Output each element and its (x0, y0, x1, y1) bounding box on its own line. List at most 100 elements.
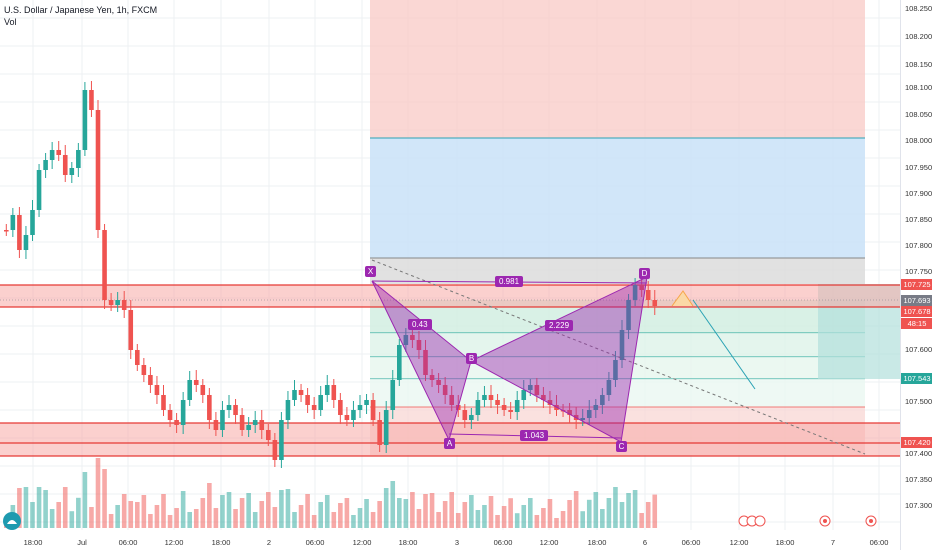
volume-bar (246, 493, 251, 528)
price-tick: 107.800 (905, 241, 932, 250)
dividend-icon[interactable] (818, 514, 832, 528)
time-label: 06:00 (118, 538, 138, 547)
projection-line[interactable] (692, 299, 756, 390)
volume-bar (567, 500, 572, 528)
point-label-a[interactable]: A (444, 438, 455, 449)
candle-body (357, 405, 363, 410)
volume-bars (4, 458, 658, 528)
volume-bar (377, 501, 382, 528)
volume-bar (187, 512, 192, 528)
harmonic-pattern[interactable] (371, 276, 648, 443)
candle-body (193, 380, 199, 385)
resistance-band[interactable] (0, 285, 900, 307)
volume-bar (449, 492, 454, 528)
volume-bar (324, 495, 330, 528)
trendline-dashed[interactable] (371, 259, 866, 455)
candle-body (488, 395, 494, 400)
volume-bar (390, 481, 396, 528)
candle-body (528, 385, 533, 390)
point-label-x[interactable]: X (365, 266, 376, 277)
volume-bar (462, 502, 468, 528)
volume-bar (397, 498, 402, 528)
candle-body (541, 395, 546, 400)
volume-bar (305, 494, 310, 528)
zone-grey (370, 258, 865, 284)
candle-body (469, 415, 474, 420)
volume-indicator-label[interactable]: Vol (4, 17, 17, 27)
volume-bar (180, 491, 186, 528)
symbol-title: U.S. Dollar / Japanese Yen, 1h, FXCM (4, 5, 158, 15)
volume-bar (639, 513, 644, 528)
candle-body (364, 400, 369, 405)
candle-body (403, 335, 409, 345)
volume-bar (102, 469, 107, 528)
volume-bar (154, 505, 160, 528)
point-label-d[interactable]: D (639, 268, 650, 279)
point-label-b[interactable]: B (466, 353, 477, 364)
price-tag-target: 107.543 (901, 373, 932, 384)
volume-bar (49, 509, 55, 528)
volume-bar (423, 494, 428, 528)
target-zone-blue (370, 138, 865, 258)
volume-bar (76, 497, 81, 528)
candle-body (36, 170, 42, 210)
price-tick: 108.000 (905, 136, 932, 145)
candle-body (324, 385, 330, 395)
candle-body (141, 365, 147, 375)
time-label: 7 (830, 538, 836, 547)
volume-bar (108, 514, 114, 528)
candle-body (102, 230, 107, 300)
candlesticks (4, 81, 658, 468)
candle-body (62, 155, 68, 175)
candle-body (115, 300, 120, 305)
time-label: Jul (77, 538, 87, 547)
candle-body (613, 360, 618, 380)
candle-body (167, 410, 173, 420)
volume-bar (239, 498, 245, 528)
volume-bar (632, 490, 638, 528)
time-label: 18:00 (211, 538, 231, 547)
candle-body (338, 400, 343, 415)
time-label: 06:00 (681, 538, 701, 547)
volume-bar (148, 514, 153, 528)
volume-bar (619, 502, 625, 528)
volume-bar (141, 495, 147, 528)
candle-body (76, 150, 81, 168)
volume-bar (495, 515, 500, 528)
time-label: 06:00 (493, 538, 513, 547)
candle-body (272, 440, 278, 460)
volume-bar (193, 509, 199, 528)
candle-body (547, 400, 553, 405)
volume-bar (311, 515, 317, 528)
volume-bar (416, 509, 422, 528)
tradingview-logo-icon[interactable] (3, 512, 21, 530)
event-calendar-icon[interactable] (738, 514, 770, 528)
price-tick: 108.200 (905, 32, 932, 41)
price-tag-support: 107.420 (901, 437, 932, 448)
price-tick: 108.050 (905, 110, 932, 119)
price-chart[interactable] (0, 0, 900, 550)
volume-bar (501, 506, 507, 528)
dividend-icon[interactable] (864, 514, 878, 528)
candle-body (410, 335, 415, 340)
volume-bar (469, 495, 474, 528)
candle-body (495, 400, 500, 405)
price-scale[interactable]: 108.250 108.200 108.150 108.100 108.050 … (900, 0, 932, 550)
volume-bar (351, 515, 356, 528)
time-label: 2 (266, 538, 272, 547)
candle-body (429, 375, 435, 380)
price-tag-last: 107.693 (901, 295, 932, 306)
candle-body (135, 350, 140, 365)
candle-body (311, 405, 317, 410)
volume-bar (613, 487, 618, 528)
volume-bar (410, 492, 415, 528)
ratio-label-ac: 1.043 (520, 430, 549, 441)
candle-body (239, 415, 245, 430)
ratio-label-xd: 0.981 (495, 276, 524, 287)
volume-bar (121, 494, 127, 528)
point-label-c[interactable]: C (616, 441, 627, 452)
volume-bar (429, 493, 435, 528)
time-label: 06:00 (869, 538, 889, 547)
time-label: 18:00 (775, 538, 795, 547)
candle-body (370, 400, 376, 420)
